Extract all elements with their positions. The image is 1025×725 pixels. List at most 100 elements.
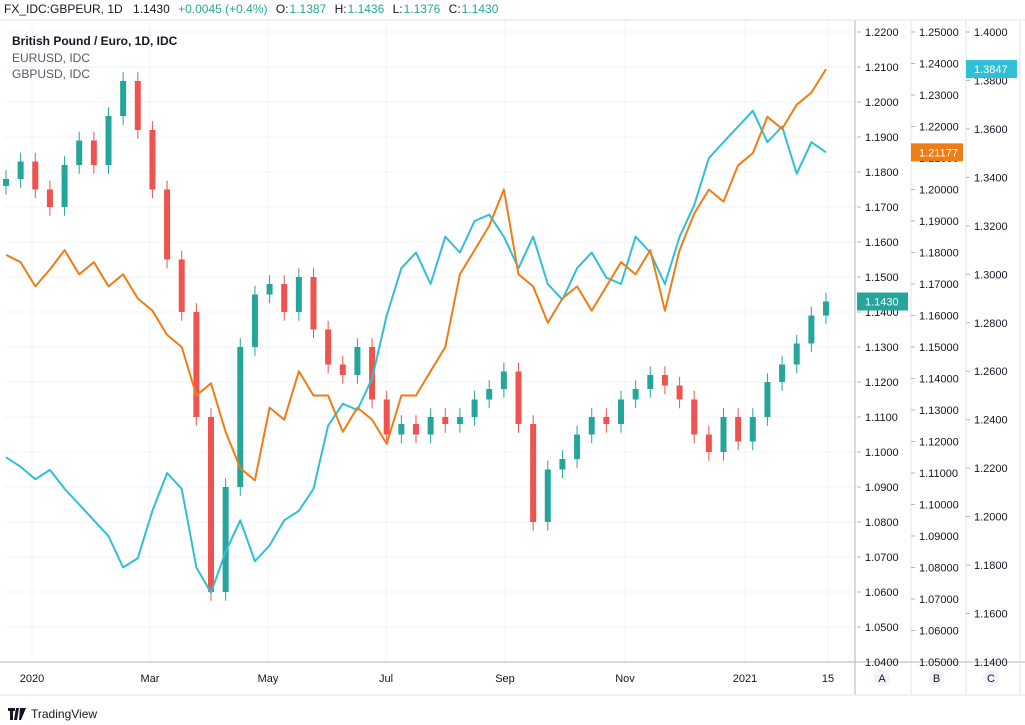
brand-label: TradingView (31, 707, 98, 721)
candle-body (530, 424, 537, 522)
candle-body (823, 301, 829, 316)
price-tick-label: 1.20000 (919, 185, 959, 197)
price-tick-label: 1.3200 (974, 221, 1008, 233)
price-tick-label: 1.05000 (919, 657, 959, 669)
candle-body (398, 424, 405, 435)
candle-body (3, 179, 9, 186)
price-tick-label: 1.1400 (974, 657, 1008, 669)
price-tick-label: 1.18000 (919, 248, 959, 260)
price-tick-label: 1.1500 (865, 272, 899, 284)
scale-button-label: C (987, 673, 995, 685)
scale-button-b[interactable] (928, 670, 945, 686)
candle-body (295, 277, 302, 312)
last-price: 1.1430 (133, 2, 170, 16)
candle-body (442, 417, 449, 424)
low-value: 1.1376 (403, 2, 441, 16)
candle-body (500, 371, 507, 389)
candle-body (427, 417, 434, 435)
legend-main-series[interactable]: British Pound / Euro, 1D, IDC (12, 34, 178, 48)
candle-body (134, 81, 141, 130)
candle-body (544, 469, 551, 522)
candle-body (486, 389, 493, 400)
candle-body (603, 417, 610, 424)
candle-body (413, 424, 419, 435)
price-tick-label: 1.2800 (974, 318, 1008, 330)
candle-body (705, 434, 712, 452)
candle-body (647, 375, 654, 389)
candle-body (90, 140, 97, 165)
time-tick-label: Nov (615, 673, 635, 685)
price-tick-label: 1.24000 (919, 59, 959, 71)
high-label: H: (334, 2, 347, 16)
candle-body (178, 259, 185, 312)
candle-body (164, 189, 171, 260)
candle-body (764, 382, 771, 417)
candle-body (325, 329, 332, 365)
price-tick-label: 1.2600 (974, 366, 1008, 378)
candle-body (354, 347, 361, 375)
time-tick-label: May (258, 673, 279, 685)
candle-body (588, 417, 595, 435)
candle-body (32, 161, 39, 190)
candle-body (149, 130, 156, 190)
price-tick-label: 1.22000 (919, 122, 959, 134)
tradingview-brand[interactable]: TradingView (8, 707, 97, 721)
price-tick-label: 1.07000 (919, 594, 959, 606)
price-tick-label: 1.3800 (974, 75, 1008, 87)
candle-body (632, 389, 639, 400)
price-tick-label: 1.2100 (865, 62, 899, 74)
eurusd-last-tag-text: 1.21177 (919, 147, 958, 159)
candle-body (61, 165, 68, 207)
scale-button-c[interactable] (983, 670, 999, 686)
candle-body (369, 347, 376, 400)
price-tick-label: 1.1100 (865, 412, 898, 424)
tradingview-logo-icon (8, 708, 26, 720)
price-tick-label: 1.06000 (919, 626, 959, 638)
time-tick-label: 2021 (733, 673, 757, 685)
price-tick-label: 1.3400 (974, 172, 1008, 184)
candle-body (120, 81, 127, 116)
price-tick-label: 1.4000 (974, 27, 1008, 39)
eurusd-last-tag (911, 143, 963, 162)
candle-body (574, 434, 581, 459)
price-tick-label: 1.17000 (919, 279, 959, 291)
candle-body (456, 417, 463, 424)
price-tick-label: 1.1600 (974, 609, 1008, 621)
scale-button-label: B (933, 673, 940, 685)
legend-gbpusd[interactable]: GBPUSD, IDC (12, 67, 91, 81)
candle-body (310, 277, 317, 330)
price-tick-label: 1.2400 (974, 415, 1008, 427)
close-value: 1.1430 (461, 2, 499, 16)
price-tick-label: 1.23000 (919, 90, 959, 102)
candle-body (105, 116, 112, 165)
legend-eurusd[interactable]: EURUSD, IDC (12, 51, 91, 65)
price-tick-label: 1.1700 (865, 202, 899, 214)
price-tick-label: 1.2000 (974, 512, 1008, 524)
price-tick-label: 1.14000 (919, 374, 959, 386)
candle-body (208, 417, 214, 592)
candle-body (735, 417, 742, 442)
close-label: C: (448, 2, 461, 16)
price-tick-label: 1.19000 (919, 216, 959, 228)
price-tick-label: 1.10000 (919, 500, 959, 512)
candle-body (618, 399, 624, 424)
candle-body (281, 284, 288, 312)
eurusd-line[interactable] (5, 109, 827, 594)
price-tick-label: 1.1800 (974, 560, 1008, 572)
price-tick-label: 1.16000 (919, 311, 959, 323)
price-tick-label: 1.2200 (865, 27, 899, 39)
gbpusd-last-tag (966, 60, 1017, 79)
candle-body (515, 371, 522, 424)
symbol-name[interactable]: FX_IDC:GBPEUR, 1D (4, 2, 123, 16)
candle-body (720, 417, 727, 452)
price-tick-label: 1.1200 (865, 377, 899, 389)
price-tick-label: 1.3000 (974, 269, 1008, 281)
candle-body (471, 399, 478, 417)
gbpusd-line[interactable] (5, 68, 827, 482)
price-tick-label: 1.11000 (919, 468, 958, 480)
price-tick-label: 1.09000 (919, 531, 959, 543)
candle-body (237, 347, 244, 487)
scale-button-a[interactable] (874, 670, 890, 686)
candle-body (383, 399, 390, 435)
